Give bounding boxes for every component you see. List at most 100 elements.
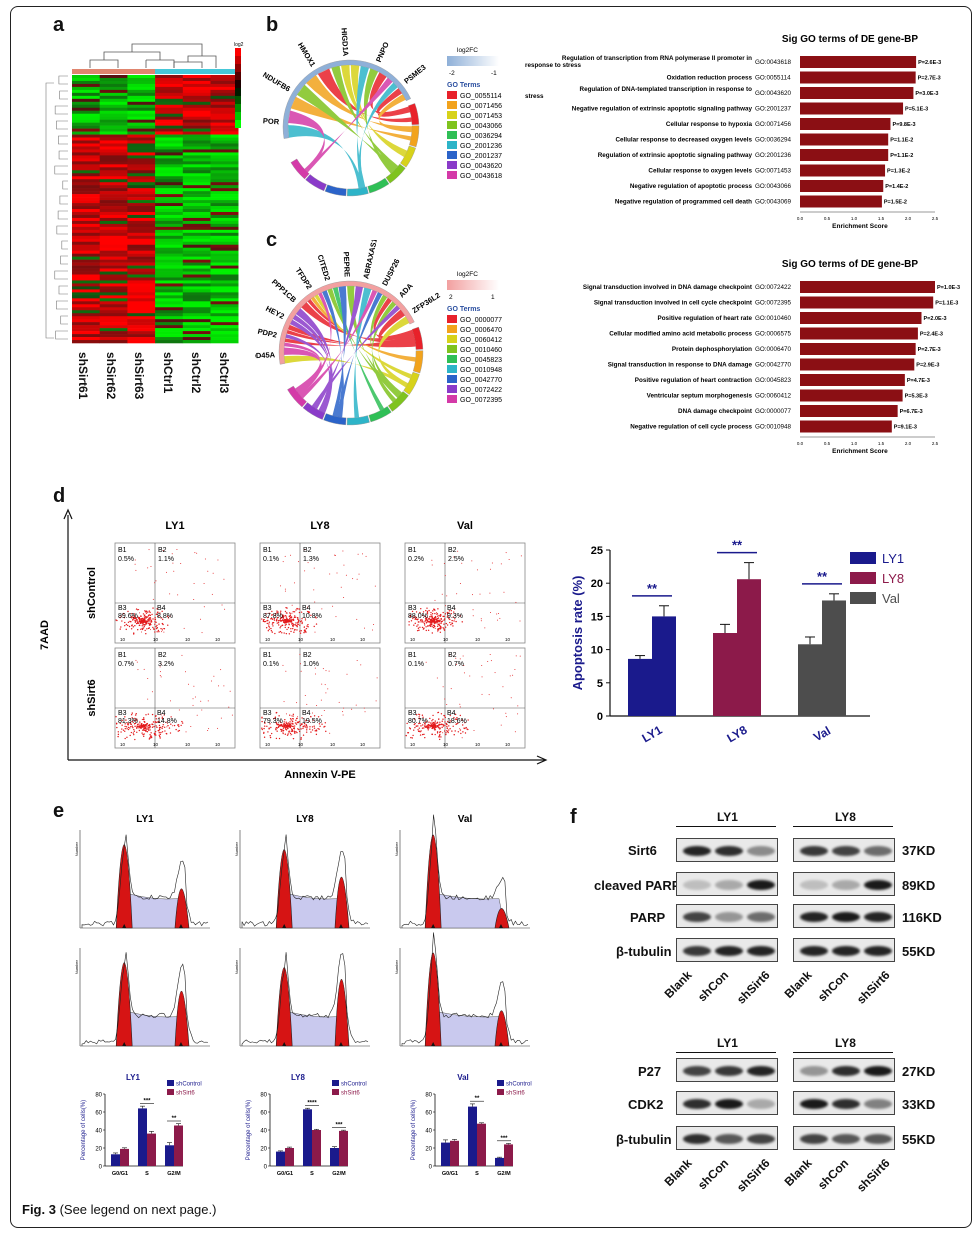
bar — [174, 1125, 183, 1166]
go-id-label: GO:0000077 — [755, 408, 792, 415]
go-bar — [800, 71, 916, 84]
heatmap-cell — [182, 158, 211, 162]
heatmap-cell — [210, 140, 239, 144]
ribbon — [378, 316, 410, 388]
event-dot — [158, 721, 160, 723]
event-dot — [459, 615, 461, 617]
legend-swatch — [235, 88, 241, 96]
heatmap-cell — [72, 134, 100, 138]
event-dot — [271, 610, 273, 613]
event-dot — [299, 630, 301, 632]
event-dot — [136, 731, 138, 733]
event-dot — [456, 716, 458, 719]
event-dot — [356, 618, 358, 620]
event-dot — [158, 717, 160, 719]
event-dot — [305, 731, 308, 733]
event-dot — [161, 629, 164, 631]
quadrant-value: 18.6% — [447, 718, 467, 725]
heatmap-cell — [72, 220, 100, 225]
heatmap-cell — [210, 310, 239, 314]
go-term-label: Negative regulation of cell cycle proces… — [630, 424, 752, 431]
go-term-label: Signal transduction involved in DNA dama… — [583, 284, 753, 291]
event-dot — [453, 556, 455, 558]
heatmap-cell — [155, 304, 184, 308]
heatmap-cell — [155, 185, 184, 189]
heatmap-cell — [72, 77, 100, 82]
heatmap-cell — [210, 98, 239, 103]
event-dot — [307, 611, 310, 614]
event-dot — [358, 573, 360, 575]
x-tick-label: 0.5 — [824, 441, 831, 446]
event-dot — [446, 704, 448, 706]
quadrant-name: B3 — [118, 605, 127, 612]
event-dot — [420, 621, 422, 623]
event-dot — [489, 592, 491, 594]
event-dot — [143, 735, 145, 738]
term-label: GO_0071453 — [460, 113, 502, 120]
event-dot — [148, 610, 150, 612]
heatmap-cell — [182, 116, 211, 120]
event-dot — [291, 733, 293, 735]
event-dot — [424, 724, 426, 726]
heatmap-cell — [182, 334, 211, 338]
event-dot — [440, 621, 442, 623]
scale-min: 2 — [449, 294, 453, 301]
event-dot — [183, 627, 185, 629]
go-bar — [800, 87, 914, 99]
event-dot — [294, 615, 296, 617]
event-dot — [442, 627, 444, 629]
event-dot — [159, 733, 162, 736]
event-dot — [271, 631, 273, 633]
quadrant-value: 80.7% — [408, 718, 428, 725]
bar — [339, 1130, 348, 1166]
event-dot — [481, 693, 483, 695]
heatmap-cell — [155, 98, 184, 103]
quadrant-value: 81.3% — [118, 718, 138, 725]
event-dot — [270, 627, 272, 630]
heatmap-cell — [99, 182, 128, 186]
event-dot — [151, 713, 154, 716]
go-term-label: Negative regulation of extrinsic apoptot… — [572, 106, 753, 113]
quadrant-name: B4 — [302, 710, 311, 717]
legend-label: shSirt6 — [176, 1091, 195, 1097]
event-dot — [220, 717, 222, 719]
go-bar — [800, 296, 934, 309]
event-dot — [130, 617, 133, 619]
heatmap-cell — [155, 86, 184, 91]
event-dot — [208, 728, 210, 730]
event-dot — [519, 655, 521, 657]
event-dot — [133, 733, 135, 736]
tick-label: 10 — [153, 637, 159, 642]
heatmap-cell — [127, 194, 156, 198]
heatmap-cell — [155, 241, 184, 246]
event-dot — [158, 724, 161, 727]
heatmap-cell — [210, 262, 239, 266]
event-dot — [301, 622, 303, 625]
event-dot — [155, 734, 157, 736]
event-dot — [489, 654, 491, 656]
heatmap-cell — [210, 268, 239, 272]
heatmap-cell — [72, 83, 100, 88]
heatmap-cell — [155, 235, 184, 240]
event-dot — [272, 618, 274, 621]
event-dot — [142, 618, 144, 620]
event-dot — [452, 625, 454, 627]
p-value-label: P=1.4E-2 — [885, 184, 908, 190]
event-dot — [152, 721, 155, 723]
event-dot — [297, 618, 299, 620]
event-dot — [217, 727, 219, 729]
bar — [628, 658, 652, 716]
event-dot — [311, 726, 314, 728]
x-tick-label: G0/G1 — [277, 1171, 293, 1177]
event-dot — [134, 714, 137, 716]
heatmap-cell — [127, 83, 156, 88]
event-dot — [154, 721, 156, 724]
heatmap-cell — [210, 104, 239, 109]
event-dot — [295, 625, 298, 627]
event-dot — [438, 614, 440, 617]
event-dot — [149, 729, 151, 731]
event-dot — [157, 629, 160, 632]
event-dot — [154, 715, 157, 717]
heatmap-cell — [72, 259, 100, 263]
